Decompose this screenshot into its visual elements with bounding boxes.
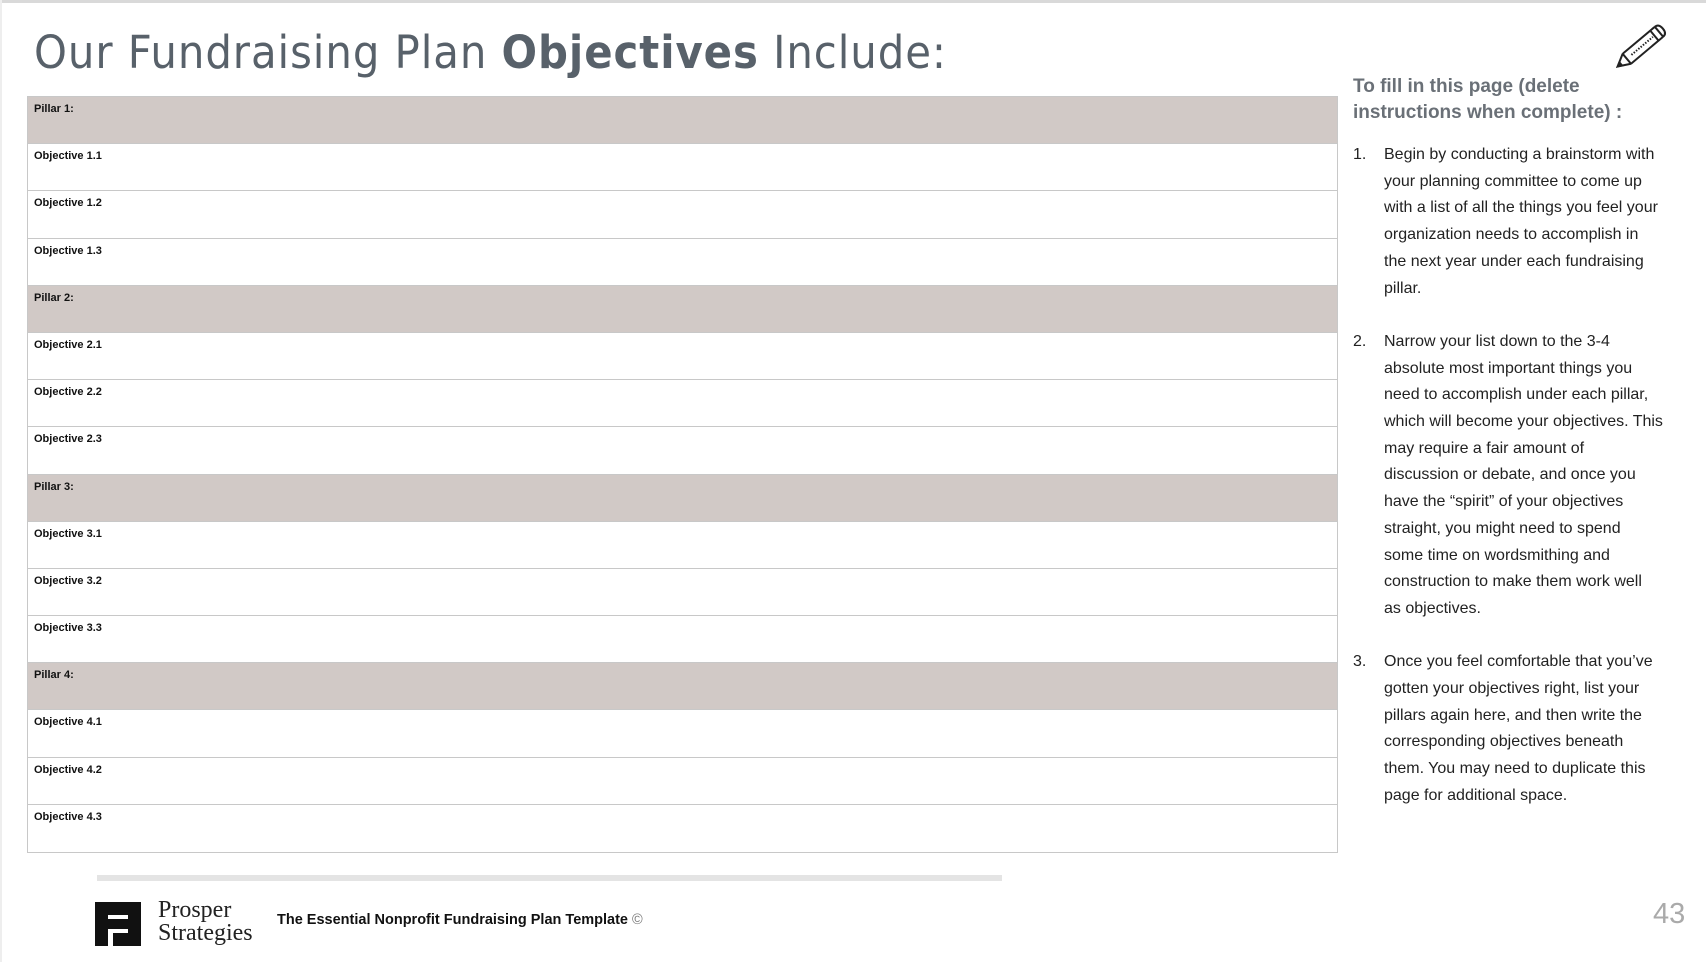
- item-text: Once you feel comfortable that you’ve go…: [1384, 653, 1653, 804]
- pillar-row[interactable]: Pillar 2:: [28, 285, 1337, 333]
- instruction-item: 3. Once you feel comfortable that you’ve …: [1353, 649, 1663, 809]
- top-border: [0, 0, 1706, 3]
- objective-row[interactable]: Objective 3.2: [28, 569, 1337, 617]
- pillar-row[interactable]: Pillar 4:: [28, 663, 1337, 711]
- item-text: Begin by conducting a brainstorm with yo…: [1384, 146, 1658, 297]
- item-number: 1.: [1353, 146, 1367, 163]
- objective-row[interactable]: Objective 4.1: [28, 710, 1337, 758]
- pillar-row[interactable]: Pillar 1:: [28, 97, 1337, 145]
- pencil-icon: [1615, 24, 1667, 68]
- item-number: 2.: [1353, 332, 1367, 350]
- item-text: Narrow your list down to the 3-4 absolut…: [1384, 332, 1663, 617]
- instruction-item: 2. Narrow your list down to the 3-4 absol…: [1353, 329, 1663, 623]
- item-number: 3.: [1353, 653, 1367, 671]
- objective-row[interactable]: Objective 2.1: [28, 333, 1337, 381]
- objective-row[interactable]: Objective 2.3: [28, 427, 1337, 475]
- footer-divider: [97, 875, 1002, 881]
- objective-row[interactable]: Objective 3.3: [28, 616, 1337, 664]
- page-number: 43: [1653, 898, 1686, 930]
- page-title: Our Fundraising Plan Objectives Include:: [34, 26, 947, 79]
- objective-row[interactable]: Objective 2.2: [28, 380, 1337, 428]
- instruction-item: 1. Begin by conducting a brainstorm with …: [1353, 142, 1663, 302]
- pillar-row[interactable]: Pillar 3:: [28, 474, 1337, 522]
- instructions-list: 1. Begin by conducting a brainstorm with …: [1353, 142, 1663, 810]
- left-border: [0, 0, 2, 962]
- brand-name: Prosper Strategies: [158, 897, 253, 946]
- objective-row[interactable]: Objective 4.2: [28, 758, 1337, 805]
- instructions-heading: To fill in this page (delete instruction…: [1353, 76, 1623, 123]
- objective-row[interactable]: Objective 1.2: [28, 191, 1337, 239]
- objective-row[interactable]: Objective 3.1: [28, 522, 1337, 569]
- objective-row[interactable]: Objective 4.3: [34, 810, 102, 823]
- instructions-panel: To fill in this page (delete instruction…: [1353, 74, 1663, 836]
- prosper-strategies-logo: [95, 902, 141, 946]
- objectives-table: Pillar 1: Objective 1.1 Objective 1.2 Objec…: [27, 96, 1338, 853]
- footer-text: The Essential Nonprofit Fundraising Plan…: [277, 912, 643, 928]
- objective-row[interactable]: Objective 1.3: [28, 239, 1337, 286]
- objective-row[interactable]: Objective 1.1: [28, 144, 1337, 192]
